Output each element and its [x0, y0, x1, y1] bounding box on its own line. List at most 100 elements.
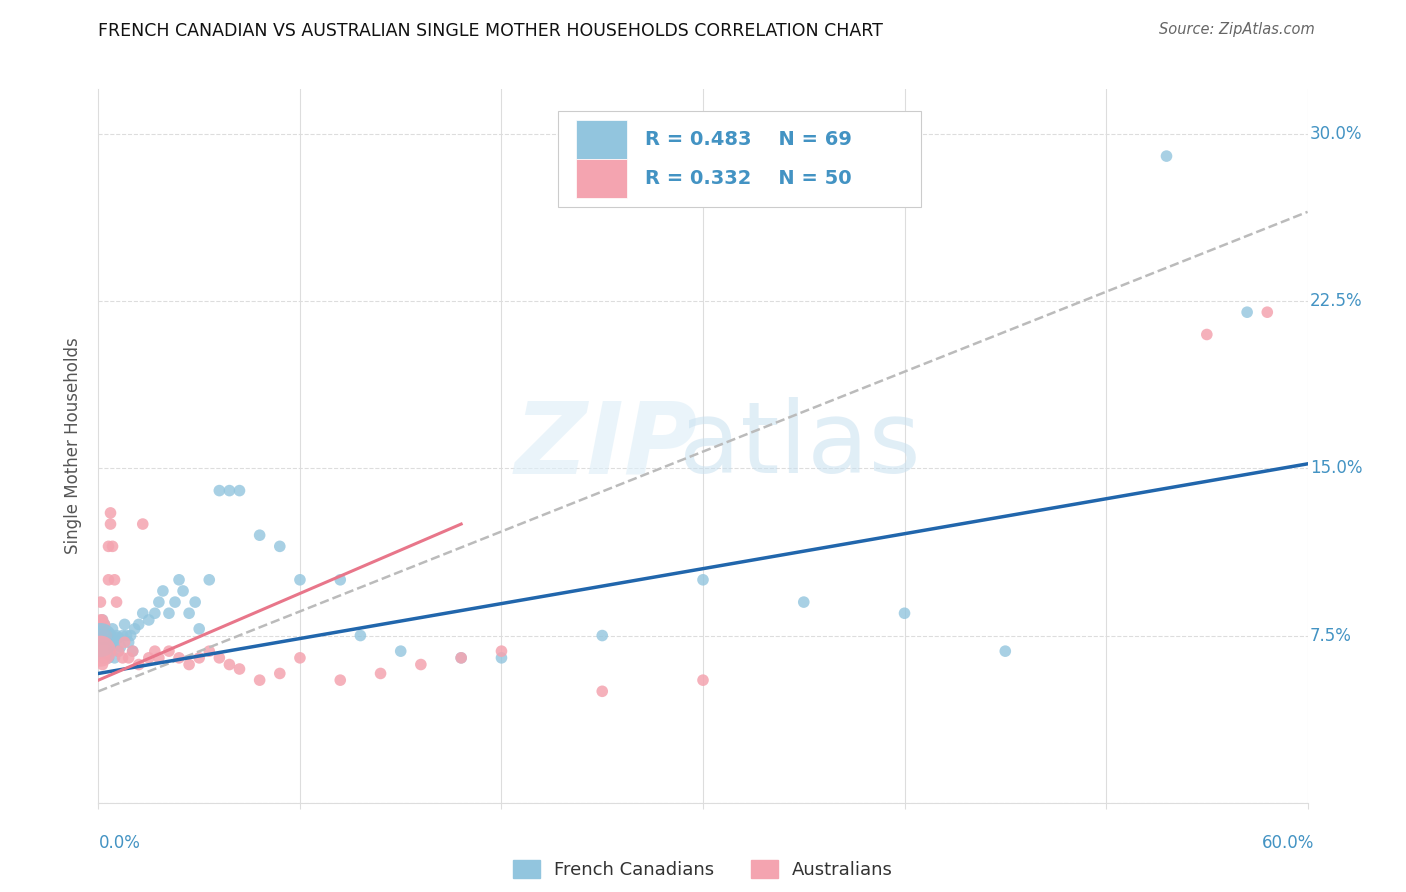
Point	[1256, 305, 1278, 319]
Point	[208, 483, 231, 498]
Point	[118, 635, 141, 649]
Text: atlas: atlas	[679, 398, 921, 494]
Point	[89, 644, 111, 658]
Point	[107, 631, 129, 645]
Point	[249, 528, 271, 542]
Text: FRENCH CANADIAN VS AUSTRALIAN SINGLE MOTHER HOUSEHOLDS CORRELATION CHART: FRENCH CANADIAN VS AUSTRALIAN SINGLE MOT…	[98, 22, 883, 40]
Point	[89, 613, 111, 627]
Point	[188, 651, 211, 665]
Point	[91, 613, 114, 627]
Point	[93, 635, 115, 649]
Point	[172, 583, 194, 598]
Point	[93, 644, 115, 658]
Point	[1195, 327, 1218, 342]
Point	[93, 617, 115, 632]
Point	[124, 622, 146, 636]
Point	[228, 662, 250, 676]
Point	[89, 644, 111, 658]
Point	[91, 628, 114, 642]
Point	[91, 613, 114, 627]
Point	[100, 517, 122, 532]
Point	[692, 573, 714, 587]
Point	[1236, 305, 1258, 319]
Point	[93, 651, 115, 665]
Point	[89, 595, 111, 609]
Point	[111, 651, 134, 665]
Point	[208, 651, 231, 665]
Point	[167, 651, 190, 665]
Point	[96, 644, 118, 658]
Text: ZIP: ZIP	[515, 398, 697, 494]
Point	[591, 628, 613, 642]
Point	[107, 644, 129, 658]
Point	[105, 595, 128, 609]
Point	[101, 539, 124, 553]
Point	[100, 644, 122, 658]
Point	[93, 651, 115, 665]
Point	[288, 573, 311, 587]
Point	[793, 595, 815, 609]
Point	[148, 651, 170, 665]
Point	[89, 628, 111, 642]
Point	[157, 644, 180, 658]
Point	[100, 506, 122, 520]
Point	[105, 628, 128, 642]
Point	[103, 635, 125, 649]
Text: R = 0.483    N = 69: R = 0.483 N = 69	[645, 129, 852, 149]
Text: Source: ZipAtlas.com: Source: ZipAtlas.com	[1159, 22, 1315, 37]
Point	[97, 573, 120, 587]
Point	[184, 595, 207, 609]
Point	[91, 644, 114, 658]
Point	[329, 573, 352, 587]
FancyBboxPatch shape	[576, 159, 627, 198]
Point	[89, 628, 111, 642]
Point	[138, 651, 160, 665]
Point	[409, 657, 432, 672]
Point	[91, 651, 114, 665]
Point	[128, 657, 150, 672]
Point	[198, 573, 221, 587]
Text: 7.5%: 7.5%	[1310, 626, 1353, 645]
FancyBboxPatch shape	[558, 111, 921, 207]
Point	[103, 573, 125, 587]
Point	[228, 483, 250, 498]
Point	[1156, 149, 1178, 163]
Point	[177, 657, 201, 672]
Text: 15.0%: 15.0%	[1310, 459, 1362, 477]
Point	[148, 595, 170, 609]
Point	[269, 539, 291, 553]
Point	[120, 628, 142, 642]
Point	[96, 628, 118, 642]
Point	[177, 607, 201, 621]
Legend: French Canadians, Australians: French Canadians, Australians	[506, 853, 900, 887]
Point	[103, 651, 125, 665]
Point	[491, 644, 513, 658]
Point	[450, 651, 472, 665]
Point	[143, 644, 166, 658]
Point	[157, 607, 180, 621]
Point	[994, 644, 1017, 658]
Point	[111, 628, 134, 642]
Point	[591, 684, 613, 698]
Point	[152, 583, 174, 598]
Point	[121, 644, 143, 658]
Point	[91, 628, 114, 642]
Point	[491, 651, 513, 665]
Point	[329, 673, 352, 687]
Point	[370, 666, 392, 681]
Point	[138, 613, 160, 627]
Point	[389, 644, 412, 658]
Point	[450, 651, 472, 665]
Point	[97, 539, 120, 553]
Point	[110, 640, 132, 654]
Point	[121, 644, 143, 658]
Point	[97, 651, 120, 665]
Point	[163, 595, 186, 609]
Point	[107, 644, 129, 658]
Point	[96, 644, 118, 658]
Point	[93, 617, 115, 632]
Point	[218, 483, 240, 498]
Point	[114, 617, 136, 632]
Point	[893, 607, 915, 621]
Text: 30.0%: 30.0%	[1310, 125, 1362, 143]
